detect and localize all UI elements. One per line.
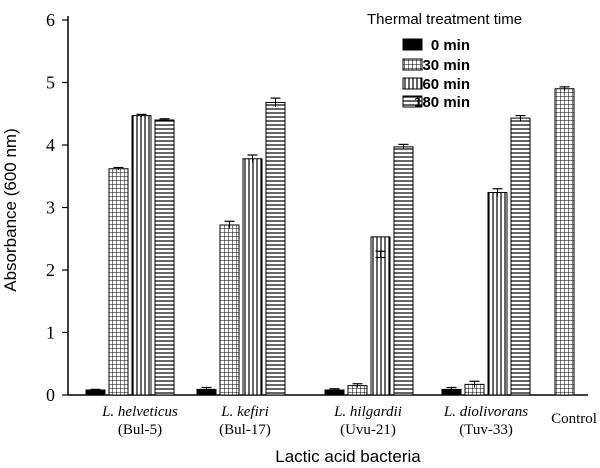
- bar-60-min: [487, 192, 508, 396]
- category-name-label: Control: [551, 411, 597, 427]
- category-name-label: L. diolivorans: [443, 404, 528, 420]
- y-tick-label: 4: [46, 135, 55, 155]
- legend-entry-label: 0 min: [431, 37, 470, 54]
- legend-entry-label: 30 min: [422, 57, 470, 74]
- legend-title: Thermal treatment time: [367, 11, 522, 28]
- bar-60-min: [242, 158, 263, 396]
- category-strain-label: (Bul-5): [118, 422, 162, 438]
- y-tick-label: 1: [46, 323, 55, 343]
- legend-swatch: [402, 77, 423, 90]
- y-tick-label: 5: [46, 73, 55, 93]
- bar-0-min: [85, 389, 106, 396]
- bar-180-min: [510, 117, 531, 396]
- category-strain-label: (Tuv-33): [459, 422, 513, 438]
- x-axis-label: Lactic acid bacteria: [275, 447, 421, 466]
- category-strain-label: (Bul-17): [219, 422, 271, 438]
- bar-180-min: [393, 146, 414, 396]
- y-tick-label: 6: [46, 10, 55, 30]
- y-axis-label: Absorbance (600 nm): [1, 128, 20, 291]
- bar-180-min: [154, 119, 175, 396]
- bar-60-min: [131, 115, 152, 396]
- bar-30-min: [219, 224, 240, 396]
- bar-30-min: [554, 88, 575, 396]
- bar-30-min: [108, 168, 129, 396]
- y-tick-label: 3: [46, 198, 55, 218]
- y-tick-label: 2: [46, 260, 55, 280]
- y-tick-label: 0: [46, 385, 55, 405]
- x-category-labels: L. helveticus (Bul-5) L. kefiri (Bul-17) L. …: [101, 404, 597, 438]
- y-ticks: 0 1 2 3 4 5 6: [46, 10, 68, 405]
- legend-entry-label: 180 min: [414, 94, 470, 111]
- bar-180-min: [265, 102, 286, 396]
- legend-swatch: [402, 95, 423, 108]
- category-name-label: L. kefiri: [220, 404, 269, 420]
- legend-swatch: [402, 38, 423, 51]
- legend: Thermal treatment time 0 min 30 min 60 min…: [367, 11, 522, 111]
- legend-entry-label: 60 min: [422, 76, 470, 93]
- bar-60-min: [370, 236, 391, 396]
- category-name-label: L. helveticus: [101, 404, 178, 420]
- category-name-label: L. hilgardii: [333, 404, 402, 420]
- category-strain-label: (Uvu-21): [340, 422, 396, 438]
- legend-swatch: [402, 58, 423, 71]
- bars: [85, 86, 575, 396]
